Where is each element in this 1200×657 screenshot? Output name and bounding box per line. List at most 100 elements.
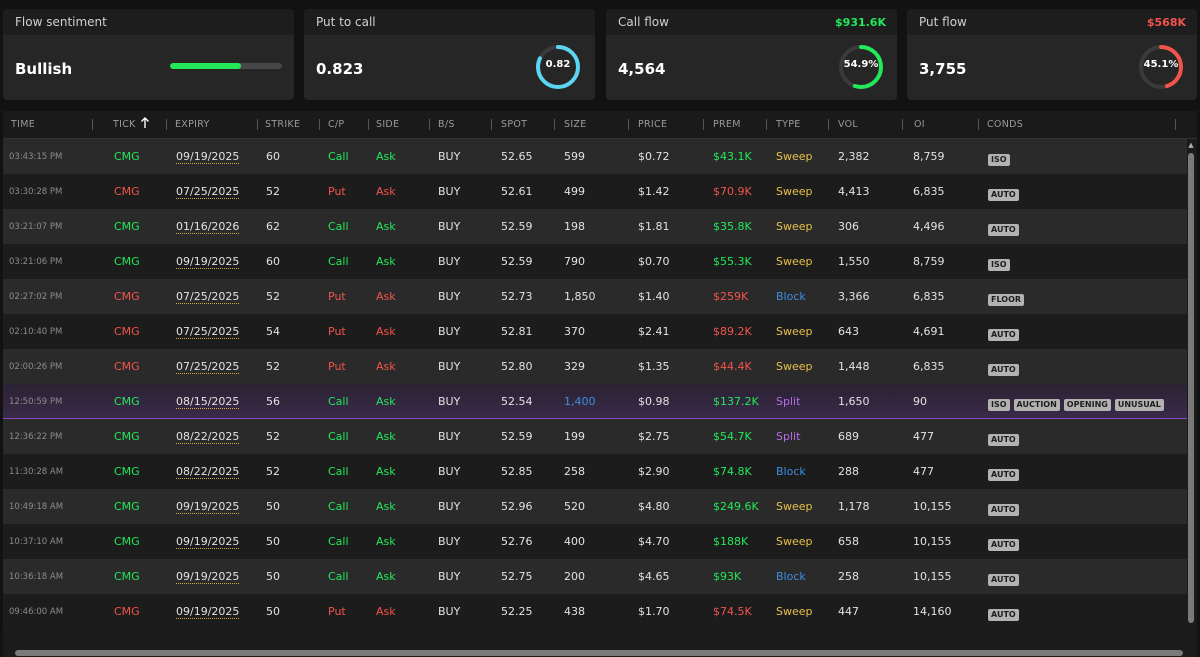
cell-tick[interactable]: CMG (114, 255, 140, 268)
column-separator[interactable] (368, 119, 369, 130)
cell-size: 438 (564, 605, 585, 618)
column-separator[interactable] (628, 119, 629, 130)
column-separator[interactable] (166, 119, 167, 130)
scroll-up-icon[interactable]: ▲ (1188, 141, 1194, 149)
cell-tick[interactable]: CMG (114, 290, 140, 303)
cell-expiry[interactable]: 07/25/2025 (176, 325, 240, 339)
column-separator[interactable] (319, 119, 320, 130)
cell-strike: 60 (266, 150, 280, 163)
condition-tag: AUTO (988, 224, 1019, 236)
header-tick[interactable]: TICK (113, 119, 136, 130)
cell-expiry[interactable]: 08/15/2025 (176, 395, 240, 409)
header-prem[interactable]: PREM (713, 119, 741, 130)
header-side[interactable]: SIDE (376, 119, 400, 130)
condition-tag: AUTO (988, 364, 1019, 376)
cell-cp: Put (328, 185, 346, 198)
table-row[interactable]: 10:37:10 AM CMG 09/19/2025 50 Call Ask BUY 52.7… (3, 524, 1188, 559)
cell-tick[interactable]: CMG (114, 220, 140, 233)
table-row[interactable]: 03:21:06 PM CMG 09/19/2025 60 Call Ask BUY 52.5… (3, 244, 1188, 279)
cell-expiry[interactable]: 07/25/2025 (176, 185, 240, 199)
cell-tick[interactable]: CMG (114, 500, 140, 513)
summary-cards: Flow sentiment Bullish Put to call 0.823… (3, 9, 1197, 100)
cell-tick[interactable]: CMG (114, 360, 140, 373)
cell-time: 02:10:40 PM (9, 327, 63, 337)
condition-tag: AUTO (988, 469, 1019, 481)
horizontal-scroll-thumb[interactable] (15, 650, 1183, 656)
cell-expiry[interactable]: 09/19/2025 (176, 570, 240, 584)
cell-oi: 6,835 (913, 290, 945, 303)
cell-tick[interactable]: CMG (114, 605, 140, 618)
table-row[interactable]: 03:21:07 PM CMG 01/16/2026 62 Call Ask BUY 52.5… (3, 209, 1188, 244)
sort-ascending-icon[interactable] (140, 117, 150, 132)
header-time[interactable]: TIME (11, 119, 36, 130)
cell-expiry[interactable]: 09/19/2025 (176, 535, 240, 549)
cell-bs: BUY (438, 220, 461, 233)
table-row[interactable]: 02:27:02 PM CMG 07/25/2025 52 Put Ask BUY 52.73… (3, 279, 1188, 314)
column-separator[interactable] (429, 119, 430, 130)
table-row[interactable]: 02:10:40 PM CMG 07/25/2025 54 Put Ask BUY 52.81… (3, 314, 1188, 349)
header-type[interactable]: TYPE (776, 119, 801, 130)
column-separator[interactable] (554, 119, 555, 130)
cell-tick[interactable]: CMG (114, 430, 140, 443)
column-separator[interactable] (703, 119, 704, 130)
header-vol[interactable]: VOL (838, 119, 859, 130)
header-expiry[interactable]: EXPIRY (175, 119, 210, 130)
column-separator[interactable] (828, 119, 829, 130)
cell-expiry[interactable]: 08/22/2025 (176, 430, 240, 444)
header-oi[interactable]: OI (914, 119, 925, 130)
table-row[interactable]: 12:50:59 PM CMG 08/15/2025 56 Call Ask BUY 52.5… (3, 384, 1188, 419)
cell-expiry[interactable]: 09/19/2025 (176, 255, 240, 269)
vertical-scroll-thumb[interactable] (1188, 153, 1194, 623)
cell-tick[interactable]: CMG (114, 465, 140, 478)
table-row[interactable]: 10:49:18 AM CMG 09/19/2025 50 Call Ask BUY 52.9… (3, 489, 1188, 524)
column-separator[interactable] (766, 119, 767, 130)
table-row[interactable]: 03:43:15 PM CMG 09/19/2025 60 Call Ask BUY 52.6… (3, 139, 1188, 174)
column-separator[interactable] (902, 119, 903, 130)
cell-expiry[interactable]: 08/22/2025 (176, 465, 240, 479)
column-separator[interactable] (491, 119, 492, 130)
header-strike[interactable]: STRIKE (265, 119, 301, 130)
table-row[interactable]: 10:36:18 AM CMG 09/19/2025 50 Call Ask BUY 52.7… (3, 559, 1188, 594)
cell-size: 599 (564, 150, 585, 163)
column-separator[interactable] (257, 119, 258, 130)
table-row[interactable]: 02:00:26 PM CMG 07/25/2025 52 Put Ask BUY 52.80… (3, 349, 1188, 384)
cell-tick[interactable]: CMG (114, 395, 140, 408)
cell-expiry[interactable]: 07/25/2025 (176, 360, 240, 374)
column-separator[interactable] (1175, 119, 1176, 130)
horizontal-scrollbar[interactable] (3, 649, 1197, 657)
table-row[interactable]: 11:30:28 AM CMG 08/22/2025 52 Call Ask BUY 52.8… (3, 454, 1188, 489)
header-cp[interactable]: C/P (328, 119, 345, 130)
header-spot[interactable]: SPOT (501, 119, 528, 130)
vertical-scrollbar[interactable]: ▲ (1187, 139, 1195, 649)
cell-tick[interactable]: CMG (114, 325, 140, 338)
put-flow-gauge-label: 45.1% (1143, 59, 1179, 70)
header-price[interactable]: PRICE (638, 119, 668, 130)
header-conds[interactable]: CONDS (987, 119, 1024, 130)
cell-oi: 10,155 (913, 500, 952, 513)
header-bs[interactable]: B/S (438, 119, 455, 130)
cell-side: Ask (376, 570, 396, 583)
cell-time: 10:49:18 AM (9, 502, 64, 512)
column-separator[interactable] (92, 119, 93, 130)
table-row[interactable]: 12:36:22 PM CMG 08/22/2025 52 Call Ask BUY 52.5… (3, 419, 1188, 454)
cell-expiry[interactable]: 09/19/2025 (176, 605, 240, 619)
cell-tick[interactable]: CMG (114, 570, 140, 583)
cell-bs: BUY (438, 185, 461, 198)
cell-price: $1.70 (638, 605, 670, 618)
cell-spot: 52.80 (501, 360, 533, 373)
cell-conds: AUTO (988, 357, 1023, 376)
cell-bs: BUY (438, 395, 461, 408)
cell-tick[interactable]: CMG (114, 535, 140, 548)
cell-type: Sweep (776, 150, 813, 163)
cell-expiry[interactable]: 09/19/2025 (176, 150, 240, 164)
cell-tick[interactable]: CMG (114, 150, 140, 163)
cell-conds: AUTO (988, 497, 1023, 516)
table-row[interactable]: 03:30:28 PM CMG 07/25/2025 52 Put Ask BUY 52.61… (3, 174, 1188, 209)
cell-expiry[interactable]: 01/16/2026 (176, 220, 240, 234)
cell-expiry[interactable]: 09/19/2025 (176, 500, 240, 514)
header-size[interactable]: SIZE (564, 119, 587, 130)
cell-tick[interactable]: CMG (114, 185, 140, 198)
table-row[interactable]: 09:46:00 AM CMG 09/19/2025 50 Put Ask BUY 52.25… (3, 594, 1188, 629)
cell-expiry[interactable]: 07/25/2025 (176, 290, 240, 304)
column-separator[interactable] (978, 119, 979, 130)
